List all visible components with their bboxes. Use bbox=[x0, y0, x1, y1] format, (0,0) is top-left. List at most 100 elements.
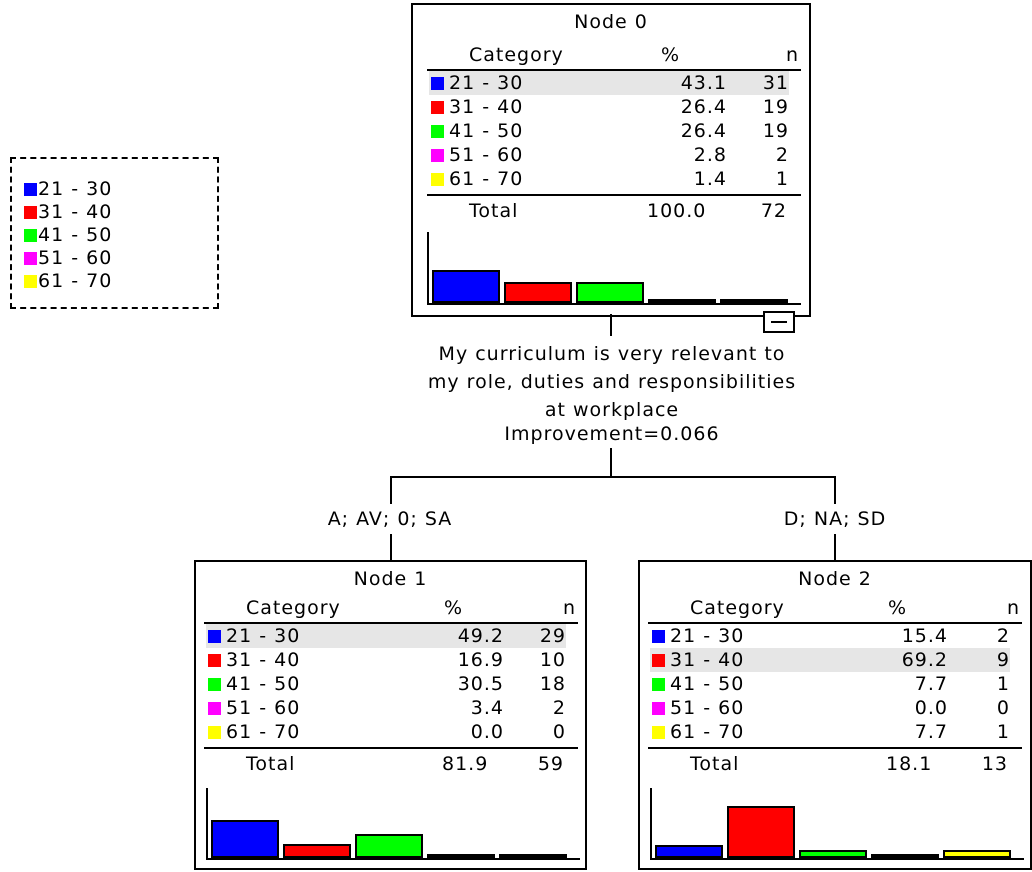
node-1-header: Category % n bbox=[206, 596, 576, 620]
legend-swatch-51-60 bbox=[24, 252, 37, 265]
legend-swatch-41-50 bbox=[24, 229, 37, 242]
node-2-title: Node 2 bbox=[798, 568, 872, 590]
category-swatch bbox=[208, 678, 221, 691]
connector-split-to-branch bbox=[610, 448, 612, 476]
node-0-total-percent: 100.0 bbox=[647, 200, 707, 222]
row-n: 0 bbox=[996, 697, 1010, 719]
row-percent: 3.4 bbox=[470, 697, 504, 719]
category-swatch bbox=[431, 149, 444, 162]
row-percent: 26.4 bbox=[680, 120, 727, 142]
category-swatch bbox=[431, 77, 444, 90]
node-1-header-percent: % bbox=[444, 597, 464, 619]
node-2-total-percent: 18.1 bbox=[886, 753, 933, 775]
row-n: 18 bbox=[539, 673, 566, 695]
split-improvement: Improvement=0.066 bbox=[504, 423, 720, 445]
node-0-header-percent: % bbox=[661, 44, 681, 66]
legend-label-41-50: 41 - 50 bbox=[38, 224, 113, 246]
row-category: 31 - 40 bbox=[670, 649, 745, 671]
histogram-bar-41-50 bbox=[576, 282, 644, 303]
node-2[interactable]: Node 2 Category % n 21 - 30 15.4 2 31 - 40 6… bbox=[638, 560, 1032, 870]
histogram-bar-31-40 bbox=[504, 282, 572, 303]
histogram-bar-51-60 bbox=[427, 854, 495, 858]
row-n: 2 bbox=[996, 625, 1010, 647]
row-n: 2 bbox=[552, 697, 566, 719]
row-n: 19 bbox=[762, 120, 789, 142]
histogram-bar-21-30 bbox=[432, 270, 500, 303]
node-2-total-label: Total bbox=[690, 753, 740, 775]
row-percent: 49.2 bbox=[457, 625, 504, 647]
row-percent: 26.4 bbox=[680, 96, 727, 118]
node-2-header-percent: % bbox=[888, 597, 908, 619]
node-2-histogram bbox=[655, 806, 1011, 858]
category-swatch bbox=[208, 654, 221, 667]
row-percent: 1.4 bbox=[693, 168, 727, 190]
split-question-line-3: at workplace bbox=[544, 399, 680, 421]
node-1[interactable]: Node 1 Category % n 21 - 30 49.2 29 31 - 40… bbox=[194, 560, 587, 870]
node-1-header-n: n bbox=[562, 597, 576, 619]
row-n: 9 bbox=[996, 649, 1010, 671]
category-swatch bbox=[652, 654, 665, 667]
histogram-bar-61-70 bbox=[943, 850, 1011, 858]
node-2-row: 61 - 70 7.7 1 bbox=[650, 720, 1010, 744]
category-swatch bbox=[652, 726, 665, 739]
node-0-total-label: Total bbox=[469, 200, 519, 222]
histogram-bar-41-50 bbox=[799, 850, 867, 858]
node-0-header-n: n bbox=[785, 44, 799, 66]
node-0-row: 61 - 70 1.4 1 bbox=[429, 167, 789, 191]
legend-label-51-60: 51 - 60 bbox=[38, 247, 113, 269]
node-0-header-category: Category bbox=[469, 44, 564, 66]
row-category: 51 - 60 bbox=[449, 144, 524, 166]
category-swatch bbox=[652, 678, 665, 691]
legend-swatch-61-70 bbox=[24, 275, 37, 288]
row-n: 2 bbox=[775, 144, 789, 166]
node-1-row: 61 - 70 0.0 0 bbox=[206, 720, 566, 744]
category-swatch bbox=[431, 125, 444, 138]
row-n: 1 bbox=[996, 721, 1010, 743]
row-category: 41 - 50 bbox=[449, 120, 524, 142]
category-swatch bbox=[208, 702, 221, 715]
node-1-row: 31 - 40 16.9 10 bbox=[206, 648, 566, 672]
split-question-line-2: my role, duties and responsibilities bbox=[427, 371, 797, 393]
category-swatch bbox=[431, 173, 444, 186]
node-2-row: 51 - 60 0.0 0 bbox=[650, 696, 1010, 720]
node-1-total-row: Total 81.9 59 bbox=[206, 752, 576, 776]
node-2-header-category: Category bbox=[690, 597, 785, 619]
node-0-total-n: 72 bbox=[760, 200, 787, 222]
node-2-row: 31 - 40 69.2 9 bbox=[650, 648, 1010, 672]
connector-right-up bbox=[834, 476, 836, 504]
histogram-bar-61-70 bbox=[499, 854, 567, 858]
node-0[interactable]: Node 0 Category % n 21 - 30 43.1 31 31 - 40… bbox=[411, 3, 811, 333]
connector-node0-to-split bbox=[610, 314, 612, 336]
node-0-histogram bbox=[432, 270, 788, 303]
node-1-hist-axis-x bbox=[206, 858, 580, 860]
node-2-header: Category % n bbox=[650, 596, 1020, 620]
row-percent: 7.7 bbox=[914, 673, 948, 695]
row-percent: 43.1 bbox=[680, 72, 727, 94]
minus-icon bbox=[771, 321, 787, 323]
row-n: 29 bbox=[539, 625, 566, 647]
row-category: 21 - 30 bbox=[226, 625, 301, 647]
legend-label-21-30: 21 - 30 bbox=[38, 178, 113, 200]
branch-label-right: D; NA; SD bbox=[783, 508, 887, 530]
node-0-hist-axis-x bbox=[427, 303, 801, 305]
row-category: 31 - 40 bbox=[449, 96, 524, 118]
category-swatch bbox=[208, 726, 221, 739]
row-n: 1 bbox=[775, 168, 789, 190]
histogram-bar-31-40 bbox=[727, 806, 795, 858]
row-n: 0 bbox=[552, 721, 566, 743]
histogram-bar-31-40 bbox=[283, 844, 351, 858]
node-2-total-n: 13 bbox=[981, 753, 1008, 775]
node-2-row: 41 - 50 7.7 1 bbox=[650, 672, 1010, 696]
row-percent: 30.5 bbox=[457, 673, 504, 695]
row-category: 41 - 50 bbox=[226, 673, 301, 695]
node-0-collapse-button[interactable] bbox=[763, 311, 795, 333]
row-percent: 69.2 bbox=[901, 649, 948, 671]
branch-label-left: A; AV; 0; SA bbox=[327, 508, 453, 530]
node-1-header-category: Category bbox=[246, 597, 341, 619]
connector-left-down bbox=[390, 534, 392, 560]
connector-left-up bbox=[390, 476, 392, 504]
split-question-line-1: My curriculum is very relevant to bbox=[438, 343, 786, 365]
legend-swatch-21-30 bbox=[24, 183, 37, 196]
row-category: 31 - 40 bbox=[226, 649, 301, 671]
node-1-total-n: 59 bbox=[537, 753, 564, 775]
